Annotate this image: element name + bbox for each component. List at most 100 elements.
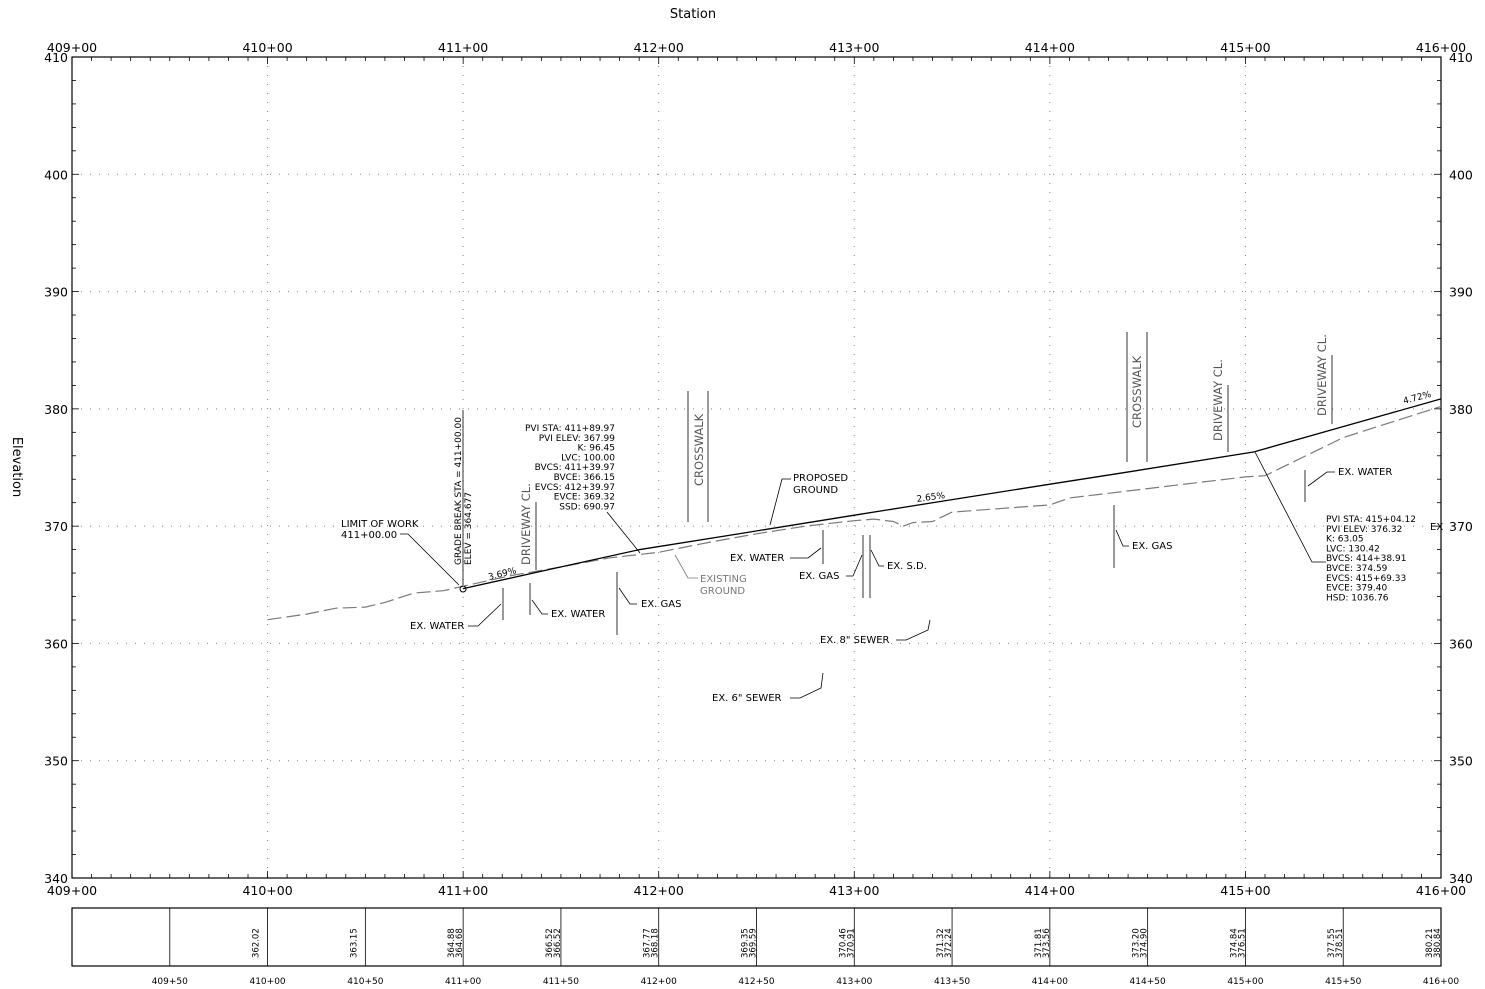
station-tick-label-bottom: 415+00 [1220, 883, 1270, 898]
ex-edge-label: EX [1430, 522, 1443, 533]
table-elev-value: 378.51 [1335, 928, 1345, 958]
table-station-label: 414+50 [1130, 977, 1166, 987]
station-tick-label-top: 413+00 [829, 40, 879, 55]
table-elev-value: 367.77 [643, 928, 653, 958]
crosswalk-2-label: CROSSWALK [1130, 355, 1144, 428]
ex-gas-label-2: EX. GAS [799, 571, 839, 582]
vc-data-line: EVCE: 379.40 [1326, 584, 1387, 594]
existing-ground-label-1: EXISTING [700, 574, 747, 585]
station-axis-title: Station [670, 7, 716, 22]
grade-break-elev: ELEV = 364.677 [464, 492, 474, 565]
table-elev-value: 370.46 [838, 928, 848, 958]
table-elev-value: 371.32 [936, 928, 946, 958]
table-station-label: 410+00 [249, 977, 285, 987]
table-station-label: 415+50 [1325, 977, 1361, 987]
vc2-leader [1254, 451, 1326, 563]
utility-leader [790, 547, 822, 559]
ex-water-label-4: EX. WATER [1338, 467, 1392, 478]
table-station-label: 416+00 [1423, 977, 1459, 987]
proposed-ground-label-1: PROPOSED [793, 473, 848, 484]
elev-tick-label-left: 410 [44, 50, 68, 65]
vc-data-line: EVCS: 415+69.33 [1326, 574, 1406, 584]
station-tick-label-top: 415+00 [1220, 40, 1270, 55]
vc-data-line: LVC: 130.42 [1326, 544, 1380, 554]
station-tick-label-top: 409+00 [47, 40, 97, 55]
vc-data-line: PVI STA: 415+04.12 [1326, 515, 1416, 525]
elev-tick-label-right: 390 [1449, 285, 1473, 300]
vc-data-line: K: 63.05 [1326, 535, 1364, 545]
vc1-leader [606, 511, 641, 554]
ex-6-sewer-label: EX. 6" SEWER [712, 693, 782, 704]
station-tick-label-top: 412+00 [634, 40, 684, 55]
elevation-table-cells: 409+50 410+00 362.02 410+50 363.15 411+00 364.… [152, 908, 1459, 987]
table-elev-value: 374.84 [1229, 928, 1239, 958]
elev-tick-label-right: 370 [1449, 519, 1473, 534]
proposed-ground-leader [769, 478, 791, 526]
elev-tick-label-left: 350 [44, 754, 68, 769]
existing-ground-line [267, 405, 1442, 621]
elev-tick-label-right: 340 [1449, 871, 1473, 886]
ex-sd-label: EX. S.D. [887, 561, 927, 572]
table-elev-value: 369.35 [741, 928, 751, 958]
table-station-label: 410+50 [347, 977, 383, 987]
table-elev-value: 373.20 [1132, 928, 1142, 958]
elev-tick-label-right: 360 [1449, 636, 1473, 651]
utility-annotations: EX. WATER EX. WATER EX. GAS EX. WATER EX… [410, 467, 1443, 704]
grid [72, 57, 1441, 878]
elev-tick-label-left: 400 [44, 167, 68, 182]
vc-data-line: LVC: 100.00 [561, 453, 615, 463]
table-elev-value: 369.59 [749, 928, 759, 958]
station-tick-label-top: 416+00 [1416, 40, 1466, 55]
axis-tick-labels: 409+00 409+00 410+00 410+00 411+00 411+00 412+… [44, 40, 1473, 898]
crosswalk-1-label: CROSSWALK [692, 413, 706, 486]
table-elev-value: 380.84 [1433, 928, 1443, 958]
utility-leader [531, 599, 548, 615]
table-elev-value: 366.52 [545, 928, 555, 958]
table-elev-value: 366.52 [553, 928, 563, 958]
grade-break-label: GRADE BREAK STA = 411+00.00 [454, 417, 464, 565]
ex-water-label-3: EX. WATER [730, 553, 784, 564]
station-tick-label-bottom: 410+00 [242, 883, 292, 898]
limit-of-work-label: LIMIT OF WORK [341, 519, 419, 530]
table-elev-value: 371.81 [1034, 928, 1044, 958]
plot-frame [71, 56, 1442, 879]
vc-data-line: HSD: 1036.76 [1326, 593, 1389, 603]
vc-data-line: K: 96.45 [577, 444, 615, 454]
utility-leader [468, 603, 502, 627]
station-tick-label-top: 414+00 [1025, 40, 1075, 55]
vc-data-line: EVCE: 369.32 [554, 493, 615, 503]
plot-border [71, 56, 1442, 879]
grade-label-2: 2.65% [916, 491, 946, 505]
elev-tick-label-right: 350 [1449, 754, 1473, 769]
proposed-ground-line [462, 398, 1442, 590]
station-tick-label-bottom: 411+00 [438, 883, 488, 898]
driveway-cl-2-label: DRIVEWAY CL. [1211, 359, 1225, 441]
station-tick-label-top: 411+00 [438, 40, 488, 55]
table-station-label: 409+50 [152, 977, 188, 987]
elev-tick-label-left: 360 [44, 636, 68, 651]
vc-data-line: BVCE: 366.15 [554, 473, 615, 483]
table-elev-value: 376.51 [1237, 928, 1247, 958]
table-elev-value: 380.21 [1425, 928, 1435, 958]
utility-leader [1115, 529, 1129, 547]
table-elev-value: 370.91 [846, 928, 856, 958]
utility-leader [896, 619, 931, 641]
vc-data-line: BVCS: 411+39.97 [535, 463, 615, 473]
table-elev-value: 373.56 [1042, 928, 1052, 958]
driveway-cl-3-label: DRIVEWAY CL. [1315, 334, 1329, 416]
table-elev-value: 377.55 [1327, 928, 1337, 958]
station-tick-label-top: 410+00 [242, 40, 292, 55]
ex-8-sewer-label: EX. 8" SEWER [820, 635, 890, 646]
elev-tick-label-right: 410 [1449, 50, 1473, 65]
vc-data-line: BVCS: 414+38.91 [1326, 554, 1406, 564]
axis-ticks [71, 56, 1442, 879]
utility-leader [846, 554, 863, 577]
elevation-table: 409+50 410+00 362.02 410+50 363.15 411+00 364.… [71, 907, 1459, 987]
table-elev-value: 362.02 [252, 928, 262, 958]
table-station-label: 413+00 [836, 977, 872, 987]
elev-tick-label-right: 380 [1449, 402, 1473, 417]
utility-leader [618, 587, 637, 605]
